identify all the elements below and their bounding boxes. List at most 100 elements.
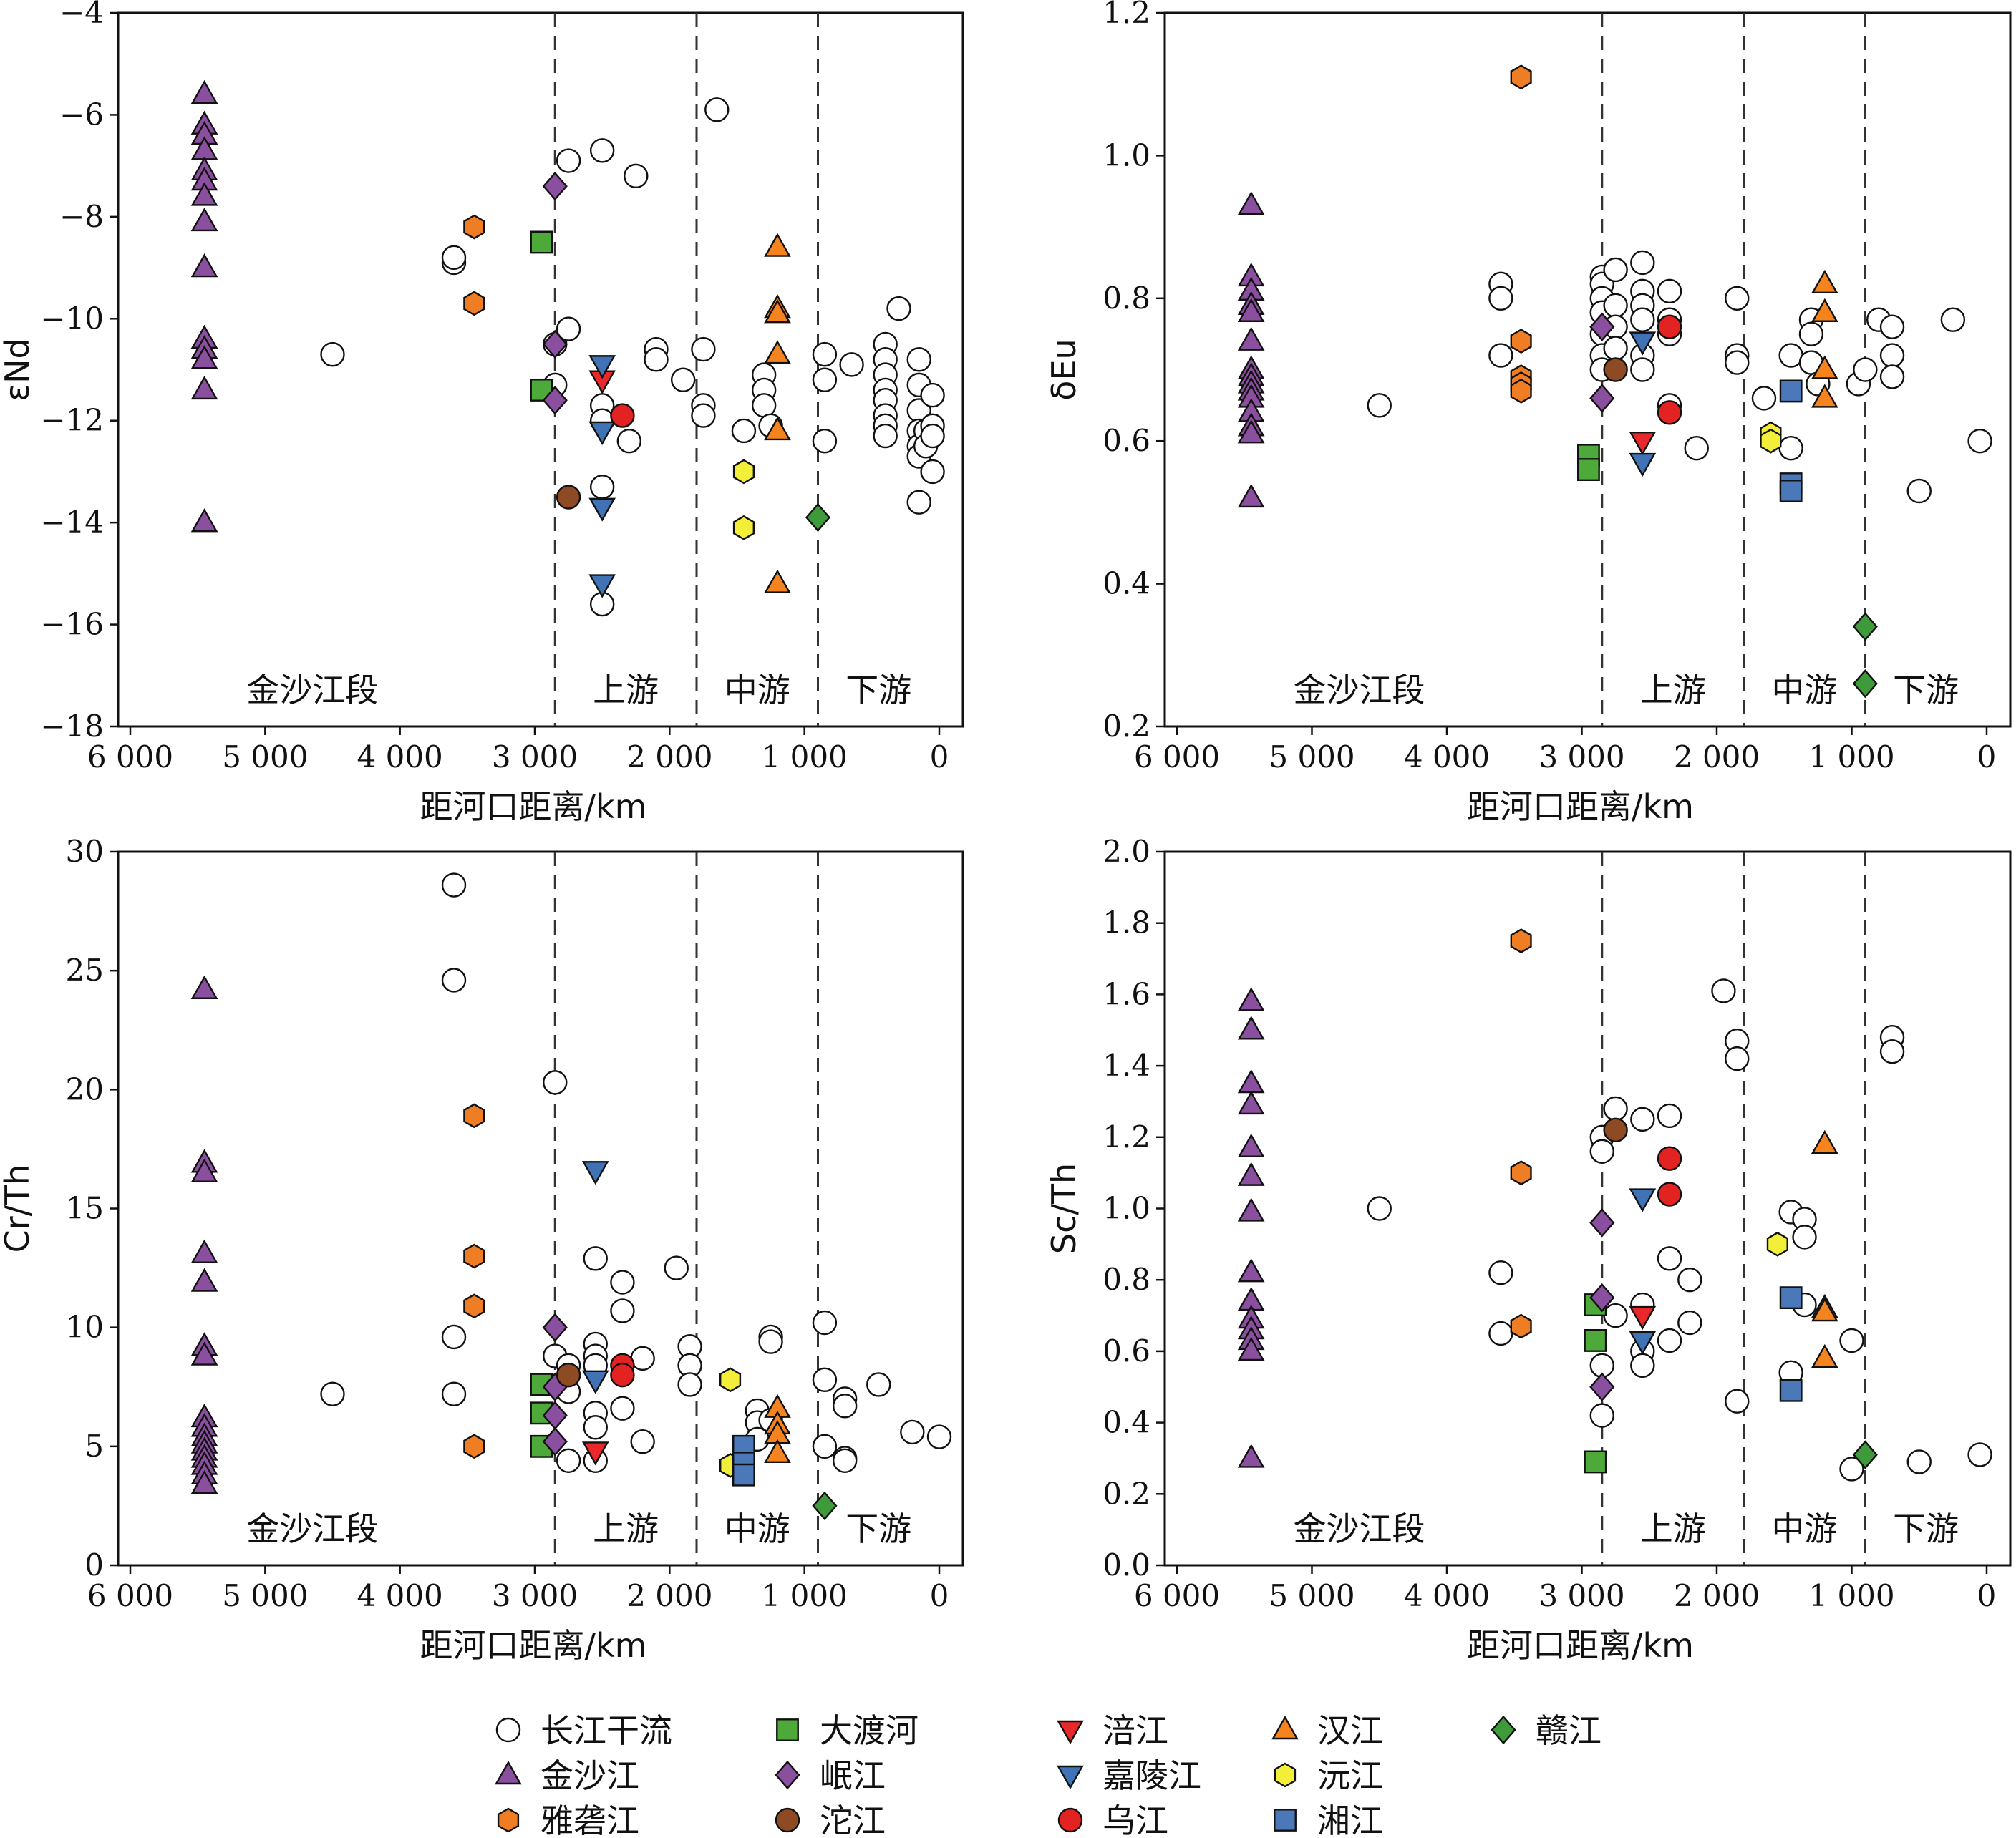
y-tick-label: 1.4 xyxy=(1102,1048,1150,1083)
region-label-midstream: 中游 xyxy=(724,671,790,709)
data-point-main xyxy=(751,393,777,418)
data-point-main xyxy=(610,1298,635,1323)
chart-panel-4: 6 000 5 000 4 000 3 000 2 000 1 000 0 0.0 0.2 0.4… xyxy=(1045,834,2012,1665)
data-point-main xyxy=(1630,1353,1655,1378)
data-point-jinsha xyxy=(190,975,218,999)
series-tuo xyxy=(1603,357,1628,382)
y-tick-label: −14 xyxy=(40,505,104,540)
data-point-jinsha xyxy=(1237,1090,1265,1115)
series-xiang xyxy=(732,1434,755,1487)
data-point-main xyxy=(1778,435,1803,461)
data-point-main xyxy=(1725,1389,1750,1414)
y-axis-title: Cr/Th xyxy=(0,1164,37,1253)
legend-item-gan: 赣江 xyxy=(1491,1711,1601,1750)
legend-item-main: 长江干流 xyxy=(495,1711,672,1750)
legend-marker-xiang xyxy=(1274,1809,1297,1832)
y-tick-label: 0.8 xyxy=(1102,1262,1150,1297)
data-point-main xyxy=(832,1448,858,1473)
data-point-main xyxy=(1792,1225,1817,1250)
data-point-main xyxy=(644,347,669,372)
legend-label-tuo: 沱江 xyxy=(820,1801,886,1838)
series-fu xyxy=(1629,1305,1657,1331)
data-point-min xyxy=(542,1426,568,1457)
data-point-main xyxy=(1488,1260,1513,1285)
x-axis-title: 距河口距离/km xyxy=(420,1626,647,1665)
data-point-jinsha xyxy=(190,182,218,206)
data-point-main xyxy=(1725,286,1750,311)
data-point-main xyxy=(1488,1321,1513,1346)
legend-item-wu: 乌江 xyxy=(1057,1801,1168,1838)
data-point-gan xyxy=(1852,612,1878,641)
y-tick-label: 30 xyxy=(66,834,104,869)
series-main xyxy=(320,872,952,1473)
plot-frame xyxy=(1163,11,2012,728)
series-yalong xyxy=(463,214,485,316)
data-point-yalong xyxy=(463,1434,485,1459)
data-point-main xyxy=(543,1070,568,1095)
series-yalong xyxy=(1510,928,1532,1339)
data-point-jinsha xyxy=(1237,987,1265,1011)
y-tick-label: −12 xyxy=(40,403,104,438)
data-point-xiang xyxy=(1779,379,1803,403)
y-tick-label: −8 xyxy=(59,199,104,234)
data-point-main xyxy=(1488,343,1513,368)
series-yuan xyxy=(1760,421,1782,454)
region-label-downstream: 下游 xyxy=(845,1509,911,1548)
x-tick-label: 3 000 xyxy=(492,739,578,774)
x-tick-label: 5 000 xyxy=(222,739,308,774)
region-label-upstream: 上游 xyxy=(593,671,659,709)
data-point-main xyxy=(1630,250,1655,276)
data-point-tuo xyxy=(556,485,581,510)
data-point-min xyxy=(542,329,568,359)
region-label-upstream: 上游 xyxy=(1640,671,1706,709)
y-tick-label: 1.0 xyxy=(1102,137,1150,172)
data-point-main xyxy=(1906,478,1932,504)
y-tick-label: 0.4 xyxy=(1102,566,1150,601)
series-wu xyxy=(1657,314,1682,425)
data-point-jinsha xyxy=(1237,1197,1265,1222)
data-point-main xyxy=(704,97,730,122)
x-tick-label: 6 000 xyxy=(87,739,173,774)
legend-item-jinsha: 金沙江 xyxy=(495,1756,639,1795)
series-han xyxy=(1811,269,1838,408)
data-point-wu xyxy=(610,1362,635,1388)
data-point-wu xyxy=(1657,314,1682,339)
data-point-jinsha xyxy=(190,1469,218,1494)
series-min xyxy=(1589,1208,1615,1401)
y-tick-label: 1.6 xyxy=(1102,976,1150,1011)
data-point-main xyxy=(906,347,931,372)
series-tuo xyxy=(556,1362,581,1388)
data-point-yuan xyxy=(1766,1231,1788,1257)
data-point-min xyxy=(1589,1283,1615,1313)
data-point-main xyxy=(731,418,757,444)
data-point-min xyxy=(1589,312,1615,341)
legend-marker-yalong xyxy=(497,1807,520,1833)
series-yuan xyxy=(1766,1231,1788,1257)
legend-marker-jinsha xyxy=(495,1760,522,1785)
data-point-main xyxy=(1725,350,1750,375)
data-point-tuo xyxy=(556,1362,581,1388)
data-point-xiang xyxy=(1779,480,1803,502)
legend-label-yalong: 雅砻江 xyxy=(541,1801,639,1838)
data-point-main xyxy=(441,968,467,993)
data-point-main xyxy=(920,459,945,485)
series-jinsha xyxy=(190,975,218,1494)
y-tick-label: 25 xyxy=(66,953,104,988)
data-point-main xyxy=(839,352,864,377)
x-tick-label: 1 000 xyxy=(1808,739,1894,774)
chart-panel-2: 6 000 5 000 4 000 3 000 2 000 1 000 0 0.2 0.4 0.6… xyxy=(1045,0,2012,826)
data-point-main xyxy=(1589,1403,1614,1428)
data-point-main xyxy=(1879,1039,1905,1064)
data-point-main xyxy=(758,1329,783,1354)
data-point-gan xyxy=(1852,1440,1878,1469)
chart-panel-3: 6 000 5 000 4 000 3 000 2 000 1 000 0 0 5 10 15 20 2… xyxy=(0,834,964,1665)
data-point-main xyxy=(1879,364,1905,389)
data-point-jinsha xyxy=(190,1158,218,1182)
legend-label-fu: 涪江 xyxy=(1102,1711,1168,1750)
x-tick-label: 2 000 xyxy=(1674,1578,1760,1613)
data-point-han xyxy=(764,416,791,441)
y-tick-label: 0.4 xyxy=(1102,1405,1150,1440)
data-point-jinsha xyxy=(190,253,218,278)
data-point-jinsha xyxy=(1237,1336,1265,1361)
data-point-main xyxy=(441,245,467,271)
